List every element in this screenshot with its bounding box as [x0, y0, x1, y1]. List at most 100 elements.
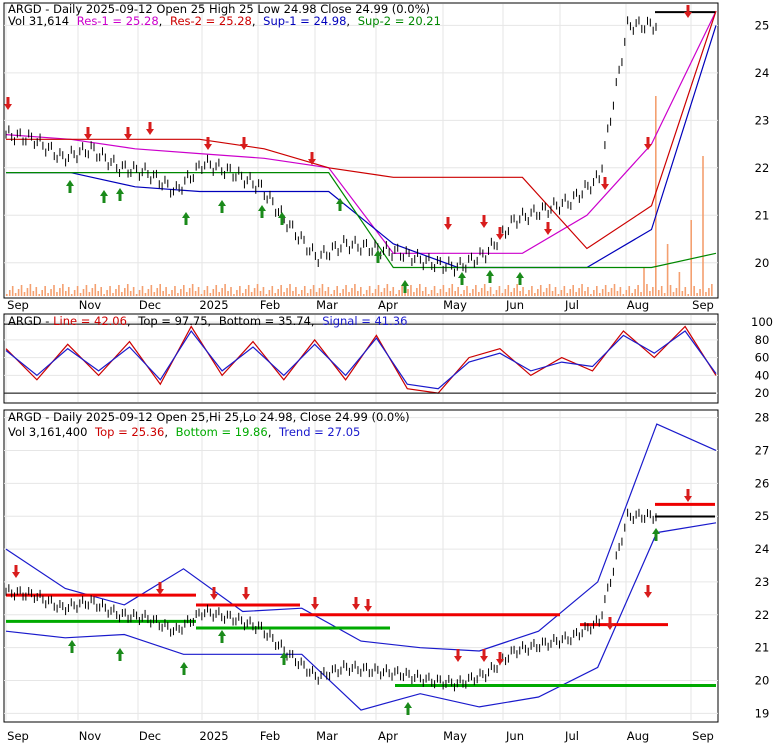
volume-bar	[56, 292, 58, 296]
volume-bar	[324, 291, 327, 296]
volume-bar	[67, 287, 70, 296]
panel3-volume: Vol 3,161,400	[8, 425, 87, 439]
volume-bar	[200, 294, 203, 296]
buy-arrow	[258, 205, 266, 218]
buy-arrow	[280, 652, 288, 665]
volume-bar	[59, 288, 61, 296]
stoch-line-label: Line = 42.06	[53, 314, 127, 328]
volume-bar	[306, 293, 309, 296]
y-tick-label: 20	[755, 674, 770, 688]
volume-bar	[183, 285, 185, 296]
sell-arrow	[146, 122, 154, 135]
y-tick-label: 22	[755, 161, 770, 175]
sell-arrow	[606, 617, 614, 630]
sell-arrow	[364, 599, 372, 612]
comma: ,	[346, 14, 350, 28]
volume-bar	[41, 290, 43, 296]
volume-bar	[336, 286, 338, 296]
volume-bar	[690, 220, 692, 296]
x-tick-label: May	[443, 298, 467, 312]
volume-bar	[666, 244, 669, 296]
volume-bar	[501, 293, 504, 296]
stoch-top-label: Top = 97.75	[137, 314, 207, 328]
volume-bar	[681, 291, 684, 296]
volume-bar	[475, 285, 477, 296]
volume-bar	[604, 285, 607, 296]
volume-bar	[516, 284, 518, 296]
volume-bar	[351, 288, 353, 296]
volume-bar	[129, 291, 132, 296]
volume-bar	[584, 291, 586, 296]
volume-bar	[106, 290, 108, 296]
volume-bar	[646, 284, 648, 296]
volume-bar	[545, 288, 548, 296]
volume-bar	[454, 291, 456, 296]
bb-bottom-label: Bottom = 19.86	[176, 425, 268, 439]
volume-bar	[522, 287, 524, 296]
sell-arrow	[210, 587, 218, 600]
x-tick-label: Apr	[378, 729, 398, 743]
signal-arrows-layer	[4, 5, 692, 715]
y-tick-label: 19	[755, 706, 770, 720]
series-line-sup-2	[6, 172, 717, 269]
x-tick-label: Sep	[7, 298, 29, 312]
volume-bar	[436, 293, 439, 296]
buy-arrow	[486, 270, 494, 283]
volume-bar	[439, 289, 442, 296]
volume-bar	[280, 285, 282, 296]
volume-bar	[578, 288, 580, 296]
volume-bar	[224, 284, 226, 296]
buy-arrow	[516, 272, 524, 285]
volume-bar	[185, 292, 188, 296]
volume-bar	[156, 288, 159, 296]
volume-bar	[469, 293, 471, 296]
volume-bar	[271, 286, 274, 296]
bb-top-label: Top = 25.36	[94, 425, 164, 439]
volume-bar	[554, 287, 557, 296]
comma: ,	[127, 314, 131, 328]
sell-arrow	[496, 227, 504, 240]
volume-bar	[153, 292, 156, 296]
volume-bar	[250, 292, 253, 296]
volume-bar	[6, 294, 8, 296]
volume-bar	[498, 286, 501, 296]
sell-arrow	[480, 215, 488, 228]
volume-bar	[542, 292, 545, 296]
volume-bar	[295, 287, 297, 296]
stoch-bottom-label: Bottom = 35.74	[219, 314, 311, 328]
volume-bar	[590, 294, 592, 296]
x-tick-label: Apr	[378, 298, 398, 312]
sup1-label: Sup-1 = 24.98	[263, 14, 346, 28]
volume-bar	[345, 285, 347, 296]
volume-bar	[404, 293, 406, 296]
volume-bar	[259, 291, 262, 296]
volume-bar	[53, 285, 55, 296]
volume-bar	[401, 286, 403, 296]
volume-bar	[70, 294, 73, 296]
buy-arrow	[218, 200, 226, 213]
volume-bar	[419, 284, 421, 296]
volume-bar	[537, 289, 539, 296]
volume-bar	[383, 288, 386, 296]
sell-arrow	[444, 217, 452, 230]
volume-bar	[212, 289, 215, 296]
volume-bar	[619, 287, 622, 296]
volume-bar	[132, 287, 135, 296]
series-line-res-2	[6, 10, 717, 250]
sell-arrow	[544, 222, 552, 235]
series-line-res-1	[5, 10, 717, 254]
panel3-levels: Vol 3,161,400 Top = 25.36, Bottom = 19.8…	[8, 425, 360, 439]
sell-arrow	[12, 565, 20, 578]
volume-bar	[150, 285, 153, 296]
volume-bar	[112, 293, 114, 296]
volume-bar	[94, 284, 97, 296]
y-tick-label: 25	[755, 18, 770, 32]
volume-bar	[218, 292, 220, 296]
volume-bar	[35, 287, 38, 296]
volume-bar	[601, 289, 604, 296]
volume-bar	[357, 291, 359, 296]
sell-arrow	[352, 597, 360, 610]
volume-bar	[398, 290, 400, 296]
volume-bar	[669, 285, 672, 296]
